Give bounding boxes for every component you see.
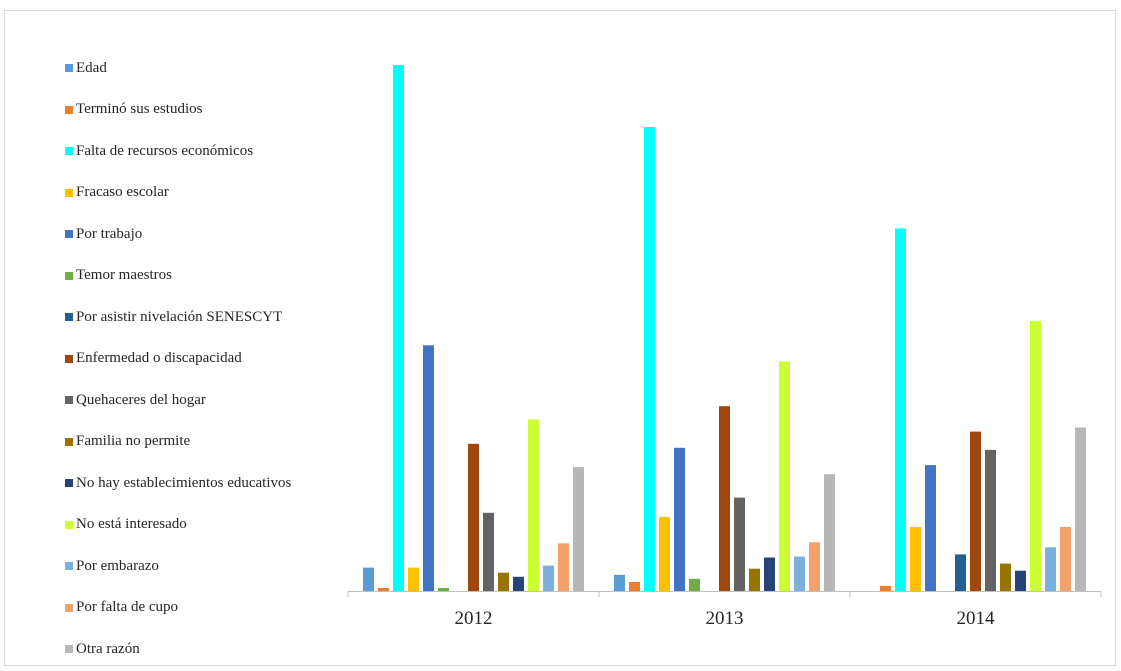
- bar: [910, 527, 921, 591]
- bar: [824, 474, 835, 591]
- legend-swatch: [65, 562, 73, 570]
- bar: [438, 588, 449, 591]
- legend-label: Falta de recursos económicos: [76, 142, 254, 159]
- legend-label: Otra razón: [76, 640, 140, 657]
- bar: [925, 465, 936, 591]
- bar: [1030, 320, 1041, 591]
- legend-swatch: [65, 645, 73, 653]
- legend-label: Terminó sus estudios: [76, 101, 203, 117]
- x-tick-label: 2012: [455, 608, 493, 629]
- bar: [513, 576, 524, 591]
- bar: [689, 578, 700, 591]
- legend-label: Por trabajo: [76, 225, 143, 242]
- legend-swatch: [65, 271, 73, 280]
- legend-label: Temor maestros: [76, 267, 173, 283]
- legend-swatch: [65, 188, 73, 197]
- bar: [543, 565, 554, 591]
- legend-item: Por embarazo: [65, 556, 159, 576]
- legend-label: Quehaceres del hogar: [76, 391, 206, 408]
- bar: [719, 406, 730, 591]
- legend-swatch: [65, 354, 73, 363]
- legend-swatch: [65, 396, 73, 404]
- bar: [644, 127, 655, 591]
- legend-label: No está interesado: [76, 516, 187, 532]
- bar: [558, 543, 569, 591]
- bar: [378, 588, 389, 591]
- bar: [674, 447, 685, 591]
- legend-item: Familia no permite: [65, 432, 190, 452]
- bar: [880, 585, 891, 591]
- legend-item: Terminó sus estudios: [65, 100, 202, 120]
- bar: [749, 568, 760, 591]
- legend-swatch: [65, 105, 73, 114]
- bar: [468, 443, 479, 591]
- legend-item: Edad: [65, 58, 107, 78]
- bar: [408, 567, 419, 591]
- bar: [809, 542, 820, 591]
- bar: [955, 554, 966, 591]
- legend-label: Familia no permite: [76, 433, 191, 449]
- bar: [573, 467, 584, 591]
- legend-swatch: [65, 479, 73, 487]
- bar: [794, 556, 805, 591]
- legend-item: Por asistir nivelación SENESCYT: [65, 307, 282, 327]
- legend-item: Otra razón: [65, 639, 140, 659]
- legend-label: No hay establecimientos educativos: [76, 474, 292, 491]
- bar: [1075, 427, 1086, 591]
- legend-label: Por embarazo: [76, 557, 159, 574]
- bar: [895, 228, 906, 591]
- bar: [1000, 563, 1011, 591]
- bar: [970, 431, 981, 591]
- bar: [764, 557, 775, 591]
- bar: [734, 497, 745, 591]
- legend-swatch: [65, 230, 73, 238]
- legend-label: Por falta de cupo: [76, 599, 179, 615]
- legend-item: Temor maestros: [65, 266, 172, 286]
- bar: [629, 581, 640, 591]
- bar: [528, 419, 539, 591]
- legend-swatch: [65, 64, 73, 72]
- legend-swatch: [65, 437, 73, 446]
- legend-item: No hay establecimientos educativos: [65, 473, 291, 493]
- legend-item: Enfermedad o discapacidad: [65, 349, 242, 369]
- legend-label: Edad: [76, 59, 107, 76]
- bar: [1015, 570, 1026, 591]
- legend-item: Por falta de cupo: [65, 598, 178, 618]
- bar: [498, 572, 509, 591]
- legend-item: Fracaso escolar: [65, 183, 169, 203]
- legend-item: No está interesado: [65, 515, 187, 535]
- bar: [363, 567, 374, 591]
- legend-swatch: [65, 147, 73, 155]
- legend-label: Enfermedad o discapacidad: [76, 350, 242, 366]
- legend-label: Fracaso escolar: [76, 184, 169, 200]
- legend-item: Quehaceres del hogar: [65, 390, 206, 410]
- bar: [659, 516, 670, 591]
- bar: [985, 449, 996, 591]
- legend-item: Por trabajo: [65, 224, 142, 244]
- bar: [1045, 547, 1056, 591]
- bar: [483, 512, 494, 591]
- legend-swatch: [65, 603, 73, 612]
- legend-label: Por asistir nivelación SENESCYT: [76, 308, 283, 325]
- bar: [393, 65, 404, 591]
- legend-item: Falta de recursos económicos: [65, 141, 253, 161]
- x-tick-label: 2014: [957, 608, 996, 629]
- legend-swatch: [65, 520, 73, 529]
- bar: [614, 574, 625, 591]
- bar: [423, 345, 434, 591]
- bar: [779, 361, 790, 591]
- legend-swatch: [65, 313, 73, 321]
- x-tick-label: 2013: [706, 608, 744, 629]
- bar: [1060, 527, 1071, 591]
